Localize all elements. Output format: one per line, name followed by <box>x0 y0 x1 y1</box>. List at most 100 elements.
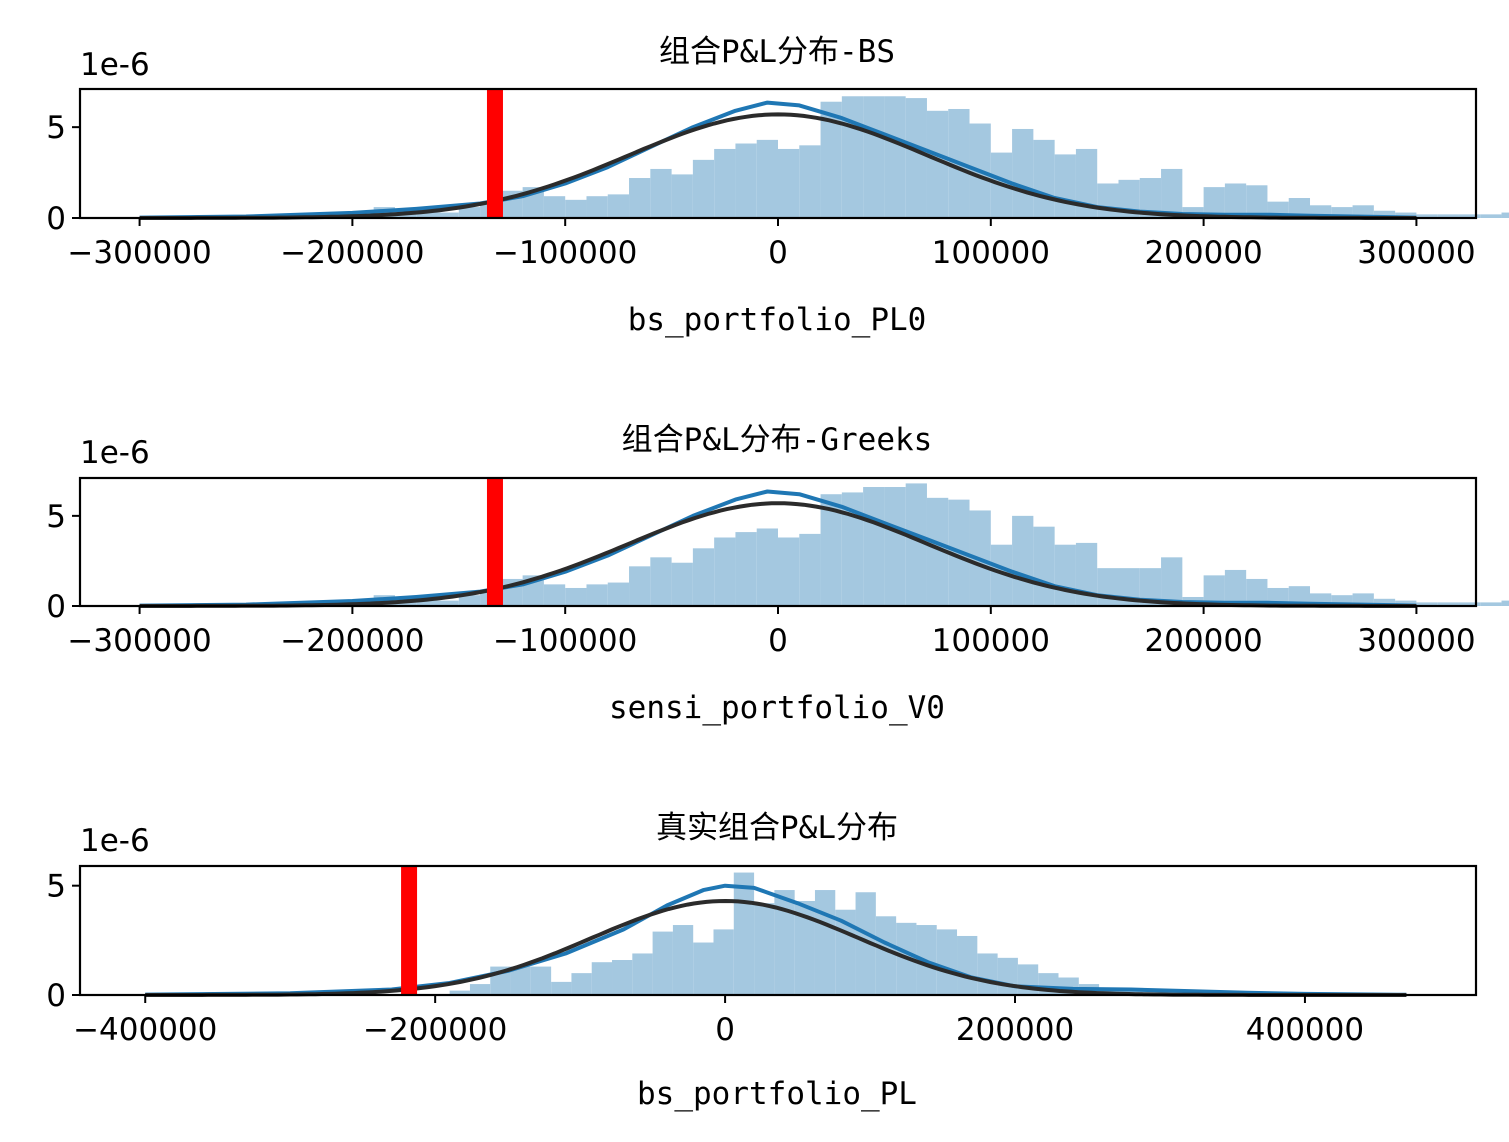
hist-bar <box>754 903 775 995</box>
hist-bar <box>416 210 438 218</box>
hist-bar <box>1395 212 1417 218</box>
hist-bar <box>671 562 693 606</box>
hist-bar <box>756 139 778 218</box>
x-tick-label: 200000 <box>956 1012 1074 1048</box>
hist-bar <box>905 98 927 218</box>
hist-bar <box>778 537 800 606</box>
hist-bar <box>735 143 757 218</box>
hist-bar <box>794 900 815 995</box>
y-tick-label: 0 <box>46 201 66 237</box>
hist-bar <box>1501 212 1509 218</box>
hist-bar <box>714 148 736 218</box>
hist-bar <box>437 212 459 218</box>
x-tick-label: 400000 <box>1246 1012 1364 1048</box>
hist-bar <box>820 494 842 606</box>
hist-bar <box>469 984 491 995</box>
y-tick-label: 5 <box>46 869 66 905</box>
hist-bar <box>713 929 734 995</box>
hist-bar <box>1480 214 1502 218</box>
hist-bar <box>1416 214 1438 218</box>
chart-title: 组合P&L分布-BS <box>659 34 895 70</box>
y-tick-label: 0 <box>46 978 66 1014</box>
x-tick-label: 0 <box>768 623 788 659</box>
hist-bar <box>1224 569 1247 606</box>
hist-bar <box>714 537 736 606</box>
x-ticks: −300000 −200000 −100000 0 100000 200000 300000 <box>67 218 1476 271</box>
hist-bar <box>586 196 608 218</box>
hist-bar <box>957 935 978 995</box>
hist-bar <box>607 582 630 606</box>
x-tick-label: −100000 <box>493 235 637 271</box>
hist-bar <box>1246 578 1268 606</box>
hist-bar <box>1203 575 1225 606</box>
hist-bar <box>1097 183 1119 218</box>
x-tick-label: 300000 <box>1357 235 1475 271</box>
hist-bar <box>733 872 755 995</box>
hist-bar <box>1501 600 1509 606</box>
x-tick-label: −200000 <box>280 623 424 659</box>
hist-bar <box>672 925 694 995</box>
hist-bar <box>863 96 885 218</box>
hist-bar <box>1203 187 1225 218</box>
hist-bar <box>735 532 757 606</box>
hist-bar <box>884 96 906 218</box>
subplot-bs: 组合P&L分布-BS 1e-6 −300000 −200000 −100000 0 10… <box>46 34 1509 338</box>
y-offset-label: 1e-6 <box>80 823 150 859</box>
hist-bar <box>510 966 531 995</box>
hist-bar <box>1054 154 1076 218</box>
x-tick-label: −300000 <box>67 623 211 659</box>
hist-bar <box>629 178 651 218</box>
normal-fit-line <box>139 501 1417 608</box>
hist-bar <box>1395 600 1417 606</box>
x-axis-label: sensi_portfolio_V0 <box>609 690 945 726</box>
hist-bar <box>1288 198 1311 218</box>
hist-bar <box>1373 210 1396 218</box>
y-ticks: 05 <box>46 869 80 1014</box>
hist-bar <box>437 600 459 606</box>
x-ticks: −300000 −200000 −100000 0 100000 200000 300000 <box>67 606 1476 659</box>
hist-bar <box>543 584 566 606</box>
axes-frame <box>78 864 1478 997</box>
y-tick-label: 5 <box>46 499 66 535</box>
x-tick-label: 200000 <box>1144 623 1262 659</box>
hist-bar <box>551 981 572 995</box>
hist-bar <box>820 101 842 218</box>
plot-area <box>78 476 1509 608</box>
hist-bar <box>652 931 673 995</box>
hist-bar <box>571 973 592 995</box>
hist-bar <box>650 557 672 606</box>
subplot-real: 真实组合P&L分布 1e-6 −400000 −200000 0 200000 4000… <box>46 810 1478 1112</box>
hist-bar <box>905 483 927 606</box>
x-tick-label: −300000 <box>67 235 211 271</box>
hist-bar <box>926 110 949 218</box>
hist-bar <box>1012 515 1034 606</box>
hist-bar <box>1480 602 1502 606</box>
y-tick-label: 5 <box>46 110 66 146</box>
x-tick-label: 100000 <box>932 623 1050 659</box>
hist-bar <box>1075 148 1098 218</box>
hist-bar <box>650 168 672 218</box>
hist-bar <box>1097 568 1119 606</box>
hist-bar <box>1331 595 1353 606</box>
hist-bar <box>1224 183 1247 218</box>
hist-bar <box>997 957 1018 995</box>
hist-bar <box>458 595 481 606</box>
hist-bar <box>875 916 897 995</box>
hist-bar <box>692 548 715 606</box>
x-axis-label: bs_portfolio_PL0 <box>628 302 927 338</box>
hist-bar <box>799 533 821 606</box>
hist-bar <box>671 174 693 218</box>
hist-bar <box>416 598 438 606</box>
hist-bar <box>977 953 998 995</box>
hist-bar <box>814 890 836 995</box>
x-tick-label: 100000 <box>932 235 1050 271</box>
y-tick-label: 0 <box>46 589 66 625</box>
hist-bar <box>990 544 1013 606</box>
hist-bar <box>632 953 653 995</box>
x-ticks: −400000 −200000 0 200000 400000 <box>73 995 1364 1048</box>
hist-bar <box>530 966 552 995</box>
hist-bar <box>565 199 587 218</box>
chart-title: 组合P&L分布-Greeks <box>622 422 933 458</box>
hist-bar <box>565 587 587 606</box>
